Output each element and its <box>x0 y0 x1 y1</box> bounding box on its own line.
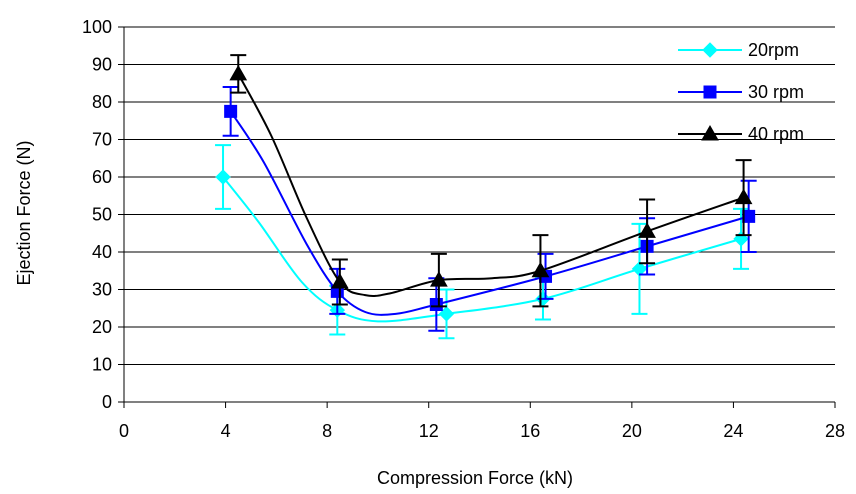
y-tick-label-60: 60 <box>92 167 112 187</box>
legend-item-2: 30 rpm <box>678 82 804 102</box>
x-tick-label-12: 12 <box>419 421 439 441</box>
series-3-point-1 <box>229 64 248 81</box>
legend-item-3-label: 40 rpm <box>748 124 804 144</box>
series-1-point-5 <box>631 261 648 277</box>
series-1 <box>215 144 750 340</box>
series-1-line <box>222 176 742 323</box>
series-3-point-6 <box>734 188 753 205</box>
x-tick-label-24: 24 <box>723 421 743 441</box>
y-axis-title: Ejection Force (N) <box>14 140 34 285</box>
legend-item-3-marker <box>701 124 719 141</box>
y-tick-label-100: 100 <box>82 17 112 37</box>
series-1-point-1 <box>215 169 231 185</box>
y-tick-label-10: 10 <box>92 355 112 375</box>
y-tick-label-90: 90 <box>92 55 112 75</box>
x-tick-label-28: 28 <box>825 421 845 441</box>
x-tick-label-8: 8 <box>322 421 332 441</box>
series-3 <box>229 54 753 308</box>
series-3-point-4 <box>531 261 550 278</box>
x-tick-label-4: 4 <box>221 421 231 441</box>
legend-item-1-label: 20rpm <box>748 40 799 60</box>
y-tick-label-70: 70 <box>92 130 112 150</box>
legend-item-2-label: 30 rpm <box>748 82 804 102</box>
legend-item-1: 20rpm <box>678 40 799 60</box>
plot-area: 0 10 20 30 40 50 60 70 80 90 100 0 4 8 12 16 20 24 28 <box>82 17 845 441</box>
y-tick-label-40: 40 <box>92 242 112 262</box>
series-2-point-3 <box>429 298 443 311</box>
legend-item-2-marker <box>703 85 717 99</box>
series-1-point-3 <box>438 306 455 322</box>
x-tick-label-16: 16 <box>520 421 540 441</box>
y-tick-label-20: 20 <box>92 317 112 337</box>
y-tick-label-30: 30 <box>92 280 112 300</box>
series-2-point-1 <box>224 104 238 118</box>
y-tick-label-80: 80 <box>92 92 112 112</box>
legend: 20rpm 30 rpm 40 rpm <box>678 40 804 144</box>
series-3-point-3 <box>430 271 448 287</box>
series-3-point-2 <box>330 272 349 289</box>
series-3-point-5 <box>638 222 656 238</box>
y-tick-label-0: 0 <box>102 392 112 412</box>
legend-item-1-marker <box>702 42 718 58</box>
series-1-point-6 <box>733 231 749 247</box>
x-tick-label-20: 20 <box>622 421 642 441</box>
legend-item-3: 40 rpm <box>678 124 804 144</box>
x-axis-title: Compression Force (kN) <box>377 468 573 488</box>
x-tick-label-0: 0 <box>119 421 129 441</box>
y-tick-label-50: 50 <box>92 205 112 225</box>
series-2-line <box>229 110 749 316</box>
series-3-line <box>237 73 744 298</box>
